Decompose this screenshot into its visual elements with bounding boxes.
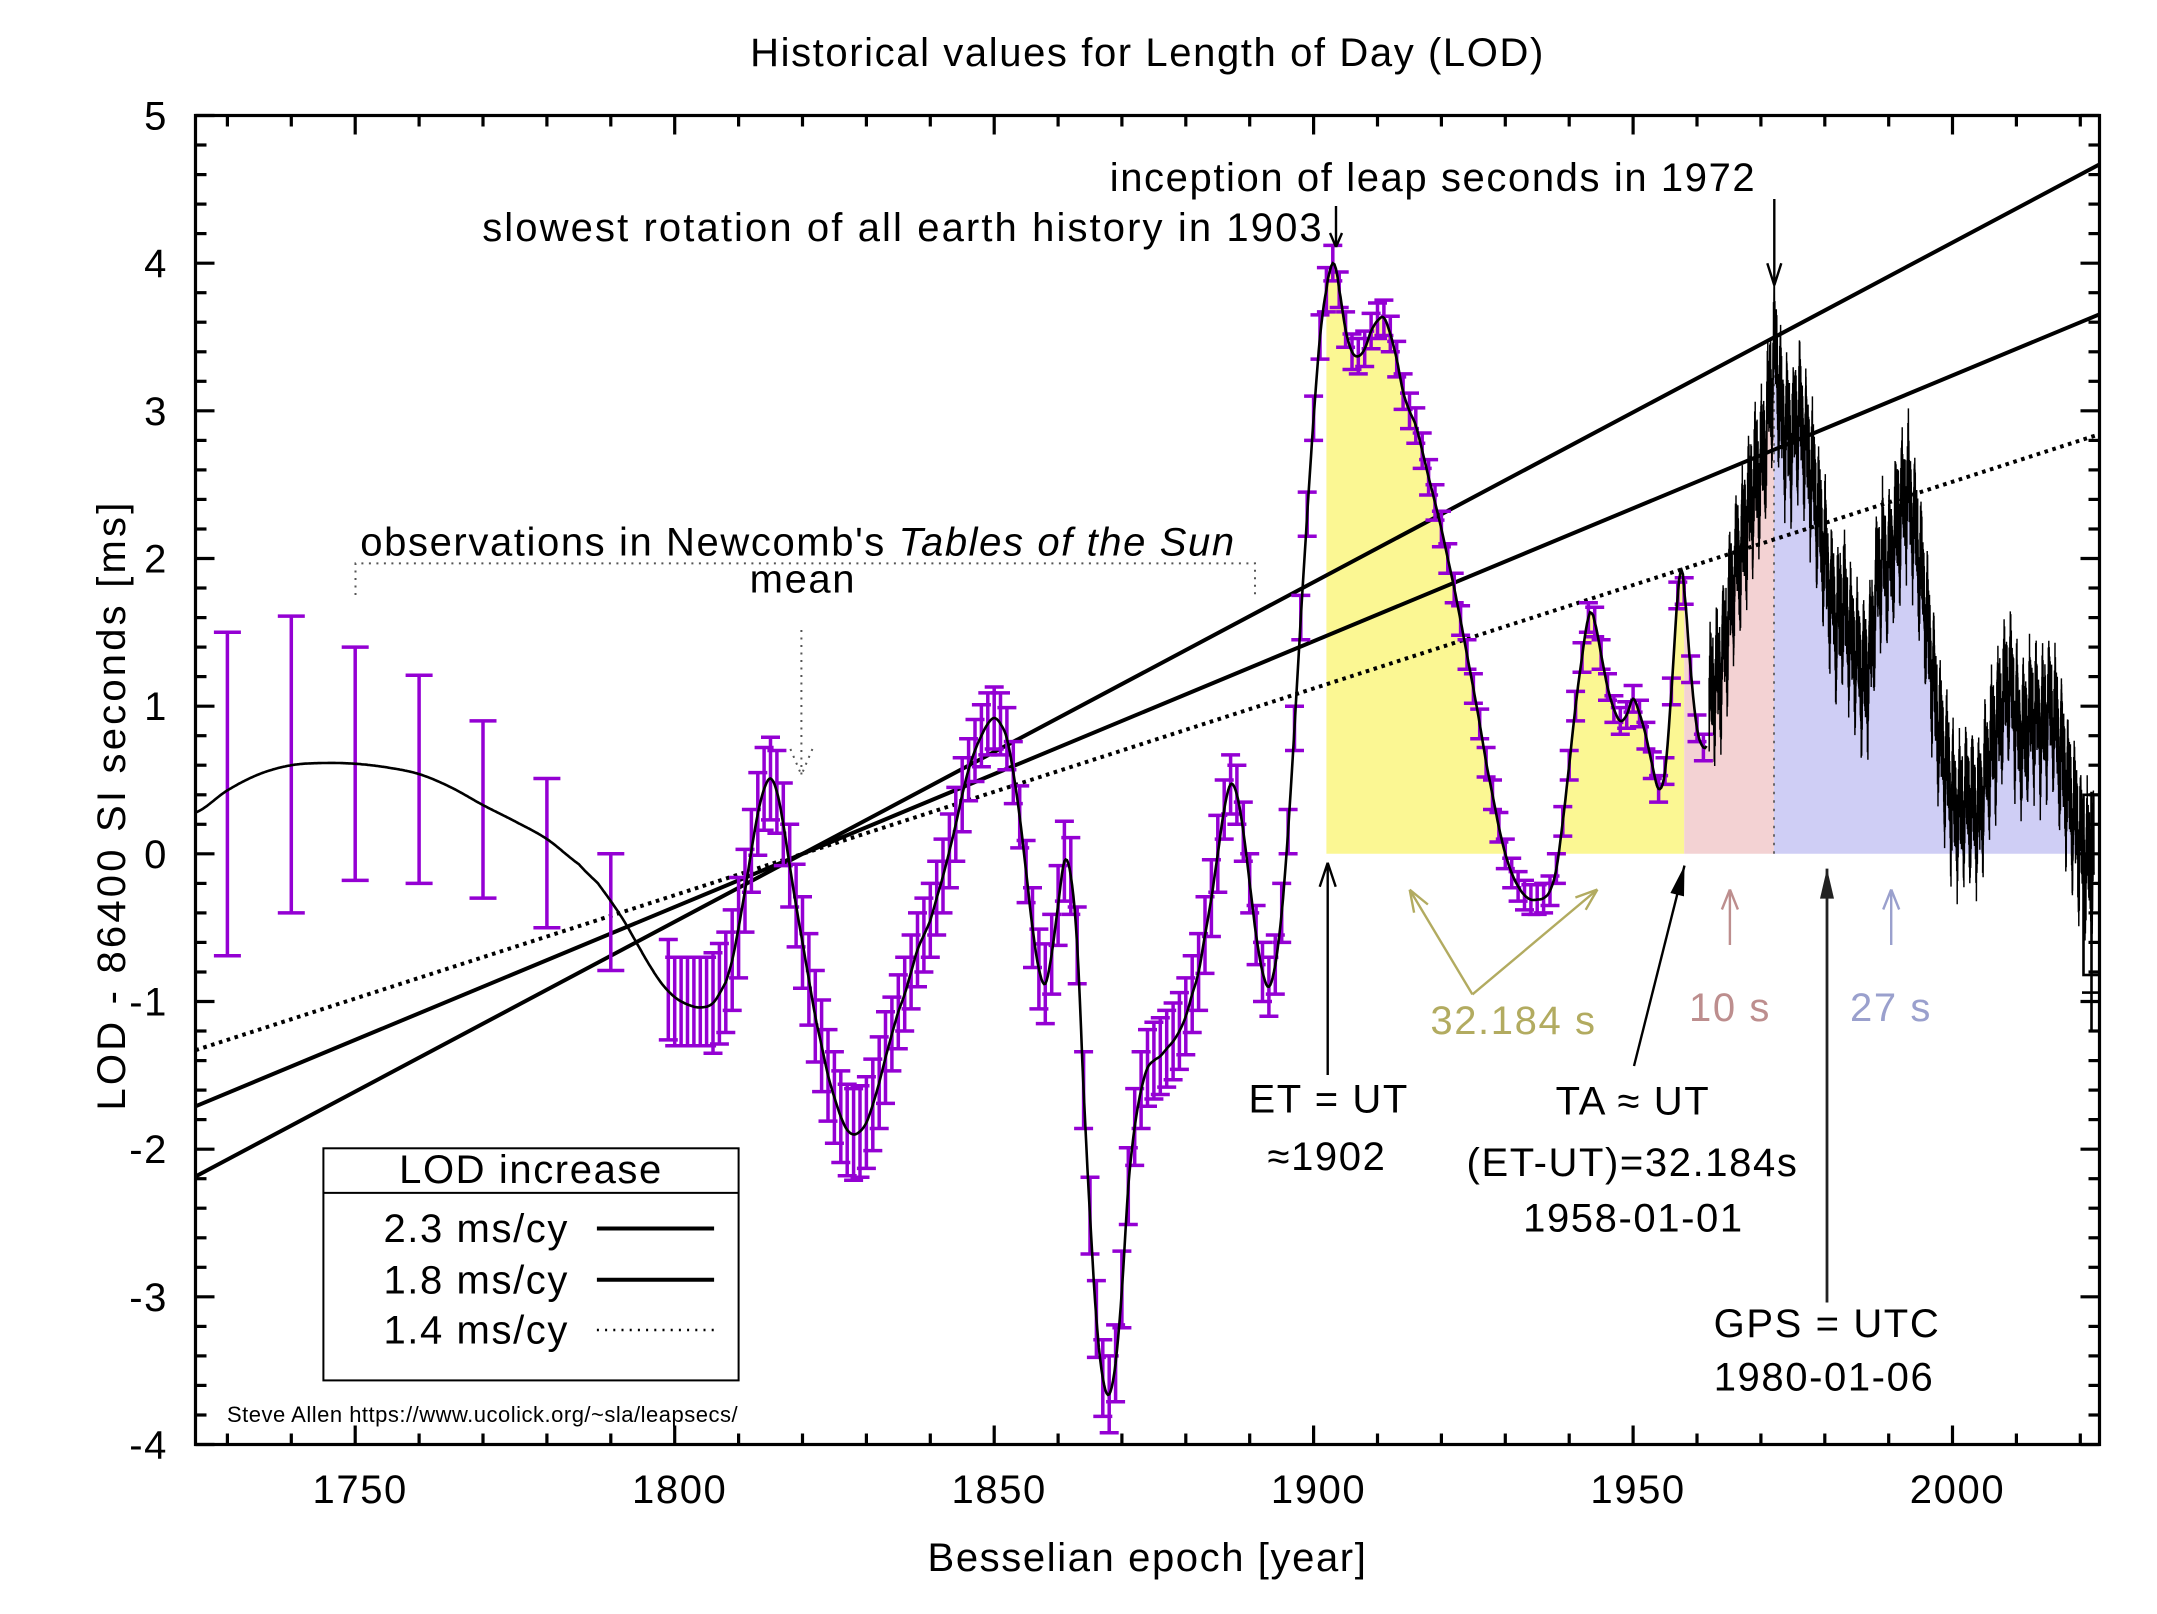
svg-text:1950: 1950 [1590, 1468, 1685, 1512]
svg-text:32.184 s: 32.184 s [1430, 999, 1596, 1043]
svg-text:1750: 1750 [313, 1468, 408, 1512]
svg-text:3: 3 [144, 390, 168, 434]
svg-text:1980-01-06: 1980-01-06 [1714, 1355, 1935, 1399]
svg-text:2000: 2000 [1910, 1468, 2005, 1512]
svg-text:-2: -2 [129, 1128, 168, 1172]
svg-text:27 s: 27 s [1850, 986, 1932, 1030]
svg-text:-4: -4 [129, 1424, 168, 1468]
svg-text:TA ≈ UT: TA ≈ UT [1556, 1080, 1711, 1124]
svg-text:≈1902: ≈1902 [1268, 1135, 1387, 1179]
svg-text:1: 1 [144, 685, 168, 729]
svg-text:LOD - 86400 SI seconds [ms]: LOD - 86400 SI seconds [ms] [90, 499, 134, 1110]
svg-text:4: 4 [144, 242, 168, 286]
svg-text:Steve Allen https://www.ucoli: Steve Allen https://www.ucolick.org/~sla… [227, 1402, 738, 1427]
svg-text:observations in Newcomb's Tabl: observations in Newcomb's Tables of the … [360, 521, 1235, 565]
svg-text:0: 0 [144, 833, 168, 877]
svg-text:slowest rotation of all earth: slowest rotation of all earth history in… [482, 206, 1324, 250]
svg-text:5: 5 [144, 95, 168, 139]
svg-text:(ET-UT)=32.184s: (ET-UT)=32.184s [1467, 1141, 1799, 1185]
svg-text:mean: mean [750, 558, 856, 602]
svg-text:1800: 1800 [632, 1468, 727, 1512]
svg-text:inception of leap seconds in 1: inception of leap seconds in 1972 [1110, 156, 1757, 200]
svg-text:GPS = UTC: GPS = UTC [1714, 1302, 1941, 1346]
svg-text:Historical values for Length o: Historical values for Length of Day (LOD… [750, 31, 1545, 75]
svg-text:2.3 ms/cy: 2.3 ms/cy [383, 1207, 569, 1251]
svg-text:Besselian epoch [year]: Besselian epoch [year] [928, 1536, 1368, 1580]
svg-text:2: 2 [144, 538, 168, 582]
svg-text:1.4 ms/cy: 1.4 ms/cy [383, 1309, 569, 1353]
svg-text:1850: 1850 [952, 1468, 1047, 1512]
svg-text:-1: -1 [129, 981, 168, 1025]
svg-text:1.8 ms/cy: 1.8 ms/cy [383, 1258, 569, 1302]
svg-text:1958-01-01: 1958-01-01 [1523, 1196, 1744, 1240]
svg-text:10 s: 10 s [1689, 986, 1771, 1030]
svg-text:1900: 1900 [1271, 1468, 1366, 1512]
svg-text:LOD increase: LOD increase [399, 1148, 663, 1192]
svg-text:ET = UT: ET = UT [1248, 1078, 1409, 1122]
svg-text:-3: -3 [129, 1276, 168, 1320]
